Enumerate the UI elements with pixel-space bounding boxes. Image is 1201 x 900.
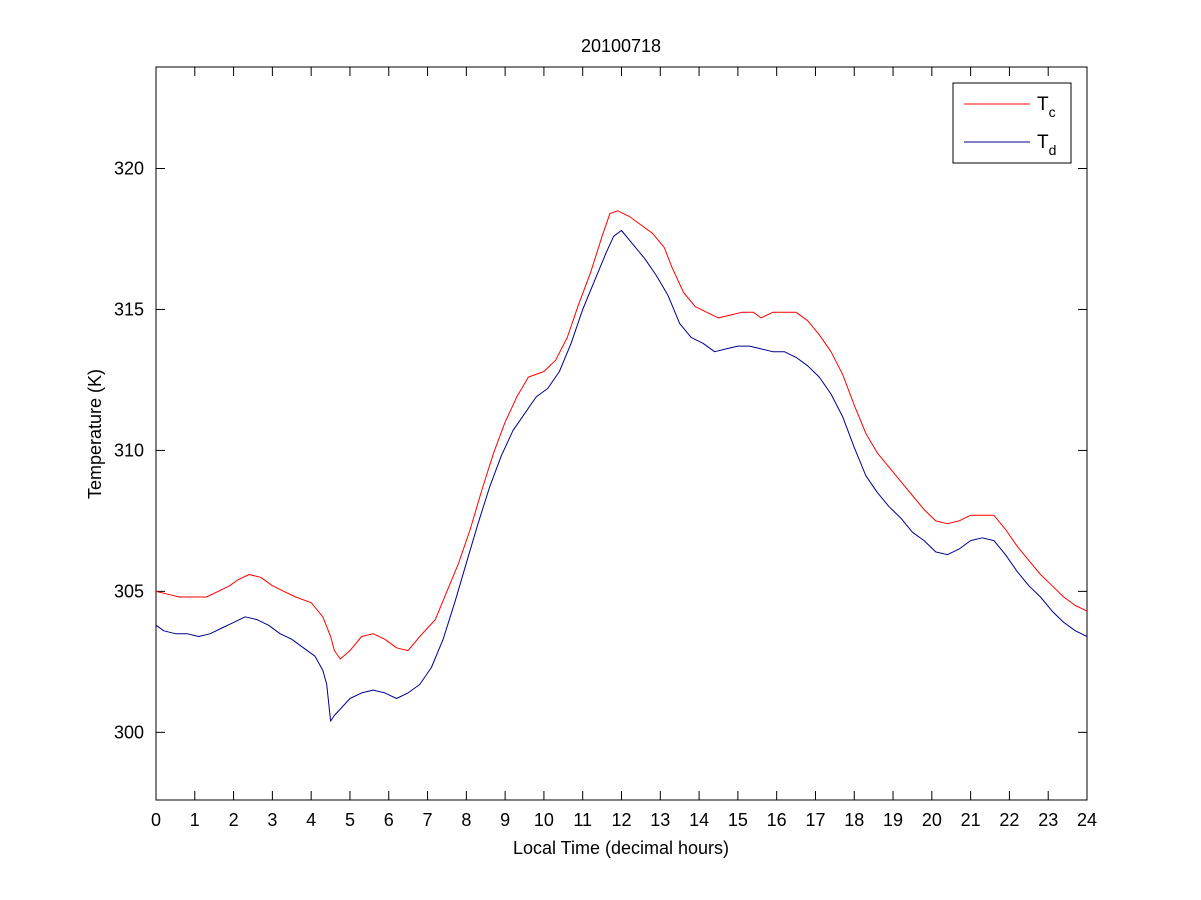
legend-label-tc: Tc (1037, 94, 1056, 120)
x-tick-label: 0 (151, 810, 161, 830)
x-tick-label: 11 (573, 810, 592, 830)
plot-area (155, 66, 1088, 801)
y-axis-title: Temperature (K) (85, 369, 105, 499)
x-tick-label: 4 (306, 810, 316, 830)
x-tick-label: 18 (844, 810, 864, 830)
x-tick-label: 24 (1077, 810, 1097, 830)
x-tick-label: 7 (423, 810, 433, 830)
axis-ticks: 0 1 2 3 4 5 6 7 8 9 10 11 12 13 14 15 16 17 18 19 20 21 22 23 24… (114, 67, 1097, 830)
legend-label-tc-sub: c (1049, 104, 1056, 120)
series-line-tc (155, 210, 1088, 660)
x-tick-label: 8 (461, 810, 471, 830)
x-tick-label: 21 (961, 810, 981, 830)
x-tick-label: 20 (922, 810, 942, 830)
y-tick-label: 315 (114, 299, 144, 319)
legend-label-td-main: T (1037, 132, 1049, 153)
series-lines (155, 210, 1088, 722)
x-tick-label: 9 (500, 810, 510, 830)
legend-label-tc-main: T (1037, 94, 1049, 115)
x-tick-label: 1 (190, 810, 200, 830)
x-tick-label: 23 (1038, 810, 1058, 830)
x-tick-label: 17 (805, 810, 825, 830)
x-tick-label: 15 (728, 810, 748, 830)
chart-title: 20100718 (581, 36, 661, 56)
x-tick-label: 12 (611, 810, 631, 830)
legend-box (952, 82, 1072, 164)
legend: Tc Td (952, 82, 1072, 164)
legend-label-td-sub: d (1049, 142, 1057, 158)
legend-label-td: Td (1037, 132, 1056, 158)
x-tick-label: 6 (384, 810, 394, 830)
x-tick-label: 16 (767, 810, 787, 830)
x-axis-title: Local Time (decimal hours) (513, 838, 729, 858)
x-tick-label: 19 (883, 810, 903, 830)
x-tick-label: 3 (267, 810, 277, 830)
x-tick-label: 13 (650, 810, 670, 830)
y-tick-label: 300 (114, 722, 144, 742)
x-tick-label: 14 (689, 810, 709, 830)
y-tick-label: 305 (114, 581, 144, 601)
y-tick-label: 310 (114, 440, 144, 460)
x-tick-label: 2 (229, 810, 239, 830)
series-line-td (155, 230, 1088, 722)
x-tick-label: 22 (999, 810, 1019, 830)
x-tick-label: 10 (534, 810, 554, 830)
x-tick-label: 5 (345, 810, 355, 830)
y-tick-label: 320 (114, 158, 144, 178)
